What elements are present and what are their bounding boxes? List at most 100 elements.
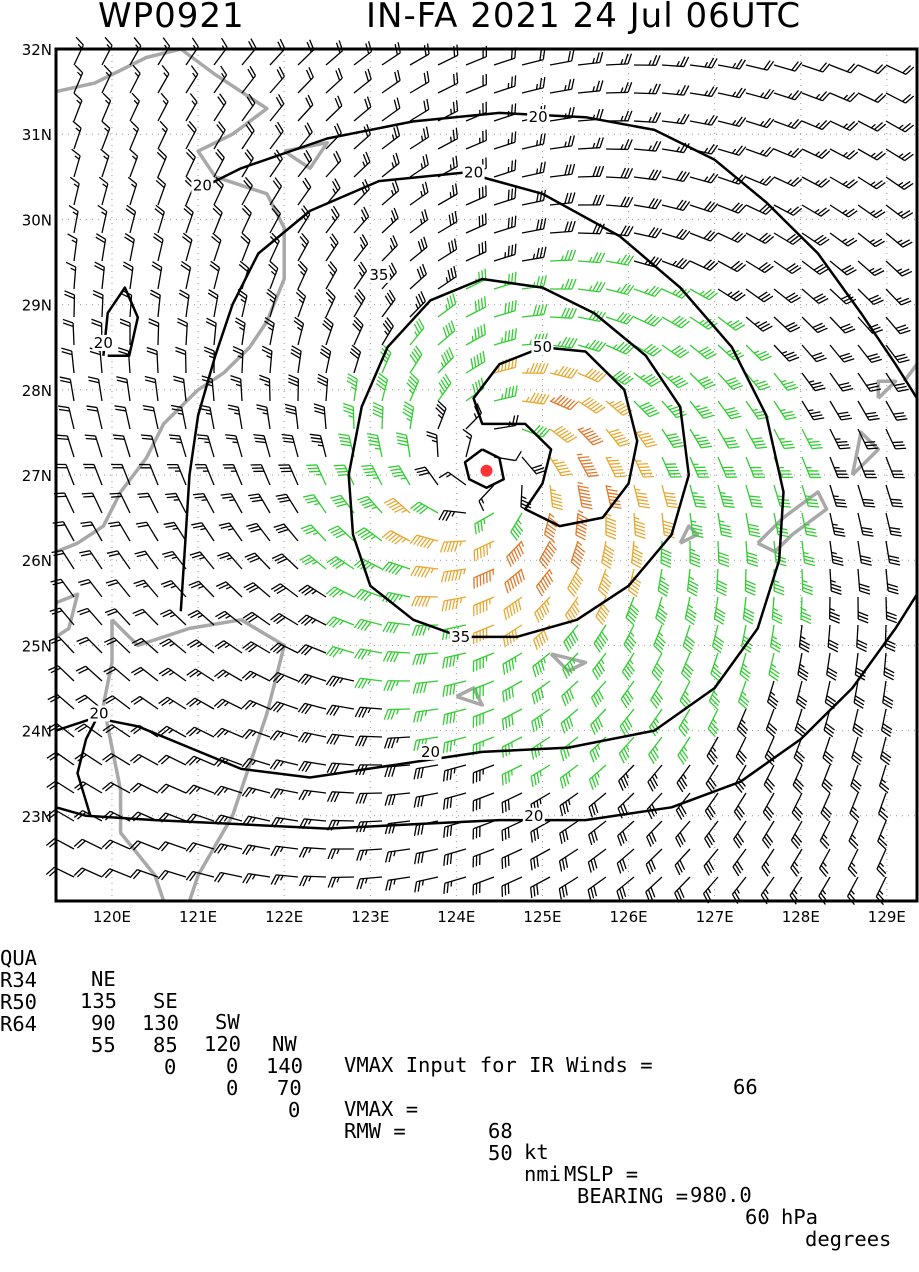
barb-feather — [193, 73, 196, 77]
barb-feather — [655, 774, 658, 779]
barb-feather — [647, 445, 657, 447]
wind-barb — [654, 625, 666, 653]
barb-feather — [643, 476, 654, 477]
wind-barb — [531, 849, 550, 870]
barb-feather — [537, 168, 538, 173]
wind-barb — [414, 765, 438, 779]
barb-feather — [388, 767, 391, 777]
wind-barb — [137, 493, 158, 513]
wind-barb — [550, 50, 574, 65]
wind-barb — [225, 435, 242, 457]
lon-label: 123E — [351, 908, 389, 926]
barb-feather — [578, 483, 583, 484]
barb-feather — [621, 87, 623, 92]
wind-barb — [886, 121, 914, 132]
wind-barb — [248, 494, 270, 513]
storm-center-icon — [481, 465, 493, 477]
barb-feather — [730, 383, 740, 387]
barb-feather — [478, 522, 479, 533]
header-nw: NW — [272, 1034, 297, 1056]
wind-barb — [522, 363, 548, 373]
barb-feather — [395, 72, 397, 82]
barb-feather — [705, 91, 708, 96]
barb-feather — [521, 570, 524, 580]
barb-feather — [512, 217, 513, 228]
wind-barb — [619, 765, 634, 791]
wind-barb — [403, 402, 414, 429]
wind-barb — [262, 346, 272, 373]
barb-feather — [898, 211, 903, 214]
barb-feather — [800, 664, 805, 667]
barb-feather — [509, 688, 510, 699]
wind-barb — [690, 115, 717, 125]
barb-feather — [871, 124, 875, 128]
barb-feather — [512, 133, 513, 144]
barb-feather — [563, 831, 565, 842]
wind-barb — [55, 464, 74, 485]
barb-feather — [534, 886, 535, 897]
barb-feather — [257, 408, 267, 411]
barb-feather — [567, 691, 571, 701]
barb-feather — [774, 591, 784, 595]
barb-feather — [672, 290, 676, 294]
barb-feather — [589, 780, 593, 790]
wind-barb — [474, 597, 494, 616]
wind-barb — [278, 465, 298, 485]
barb-feather — [418, 881, 420, 892]
wind-barb — [634, 286, 662, 296]
barb-feather — [169, 435, 180, 436]
barb-feather — [503, 637, 505, 648]
wind-barb — [652, 653, 664, 681]
barb-feather — [116, 377, 126, 380]
wind-barb — [505, 569, 524, 593]
wind-barb — [136, 522, 158, 541]
barb-feather — [531, 832, 532, 843]
wind-barb — [442, 569, 466, 582]
barb-feather — [667, 405, 672, 407]
barb-feather — [363, 793, 367, 803]
barb-feather — [332, 498, 342, 501]
wind-barb — [69, 206, 78, 233]
barb-feather — [417, 683, 420, 693]
wind-barb — [772, 597, 782, 624]
barb-feather — [368, 440, 379, 442]
barb-feather — [58, 406, 69, 408]
wind-barb — [57, 435, 74, 457]
barb-feather — [531, 776, 533, 787]
barb-feather — [173, 528, 178, 529]
wind-barb — [354, 41, 371, 65]
barb-feather — [774, 580, 779, 582]
barb-feather — [562, 887, 564, 898]
coastline — [852, 432, 878, 475]
wind-barb — [774, 62, 802, 71]
wind-barb — [300, 555, 326, 569]
wind-barb — [662, 85, 689, 95]
barb-feather — [397, 98, 400, 108]
wind-barb — [442, 597, 466, 611]
barb-feather — [758, 384, 768, 387]
barb-feather — [409, 390, 413, 394]
barb-feather — [789, 357, 799, 361]
wind-barb — [494, 75, 516, 93]
barb-feather — [193, 526, 204, 528]
barb-feather — [509, 744, 510, 755]
barb-feather — [890, 563, 901, 565]
barb-feather — [801, 608, 806, 610]
wind-barb — [382, 180, 399, 205]
wind-barb — [764, 765, 774, 793]
wind-barb — [123, 262, 133, 289]
barb-feather — [887, 584, 897, 587]
wind-barb — [746, 176, 774, 185]
barb-feather — [87, 409, 98, 411]
barb-feather — [626, 746, 628, 751]
wind-barb — [522, 133, 545, 149]
barb-feather — [407, 418, 412, 421]
wind-barb — [734, 821, 746, 848]
wind-barb — [410, 237, 427, 261]
wind-barb — [830, 485, 847, 507]
barb-feather — [895, 354, 905, 357]
barb-feather — [426, 154, 428, 165]
wind-barb — [763, 793, 774, 821]
barb-feather — [459, 570, 462, 580]
barb-feather — [414, 797, 416, 808]
